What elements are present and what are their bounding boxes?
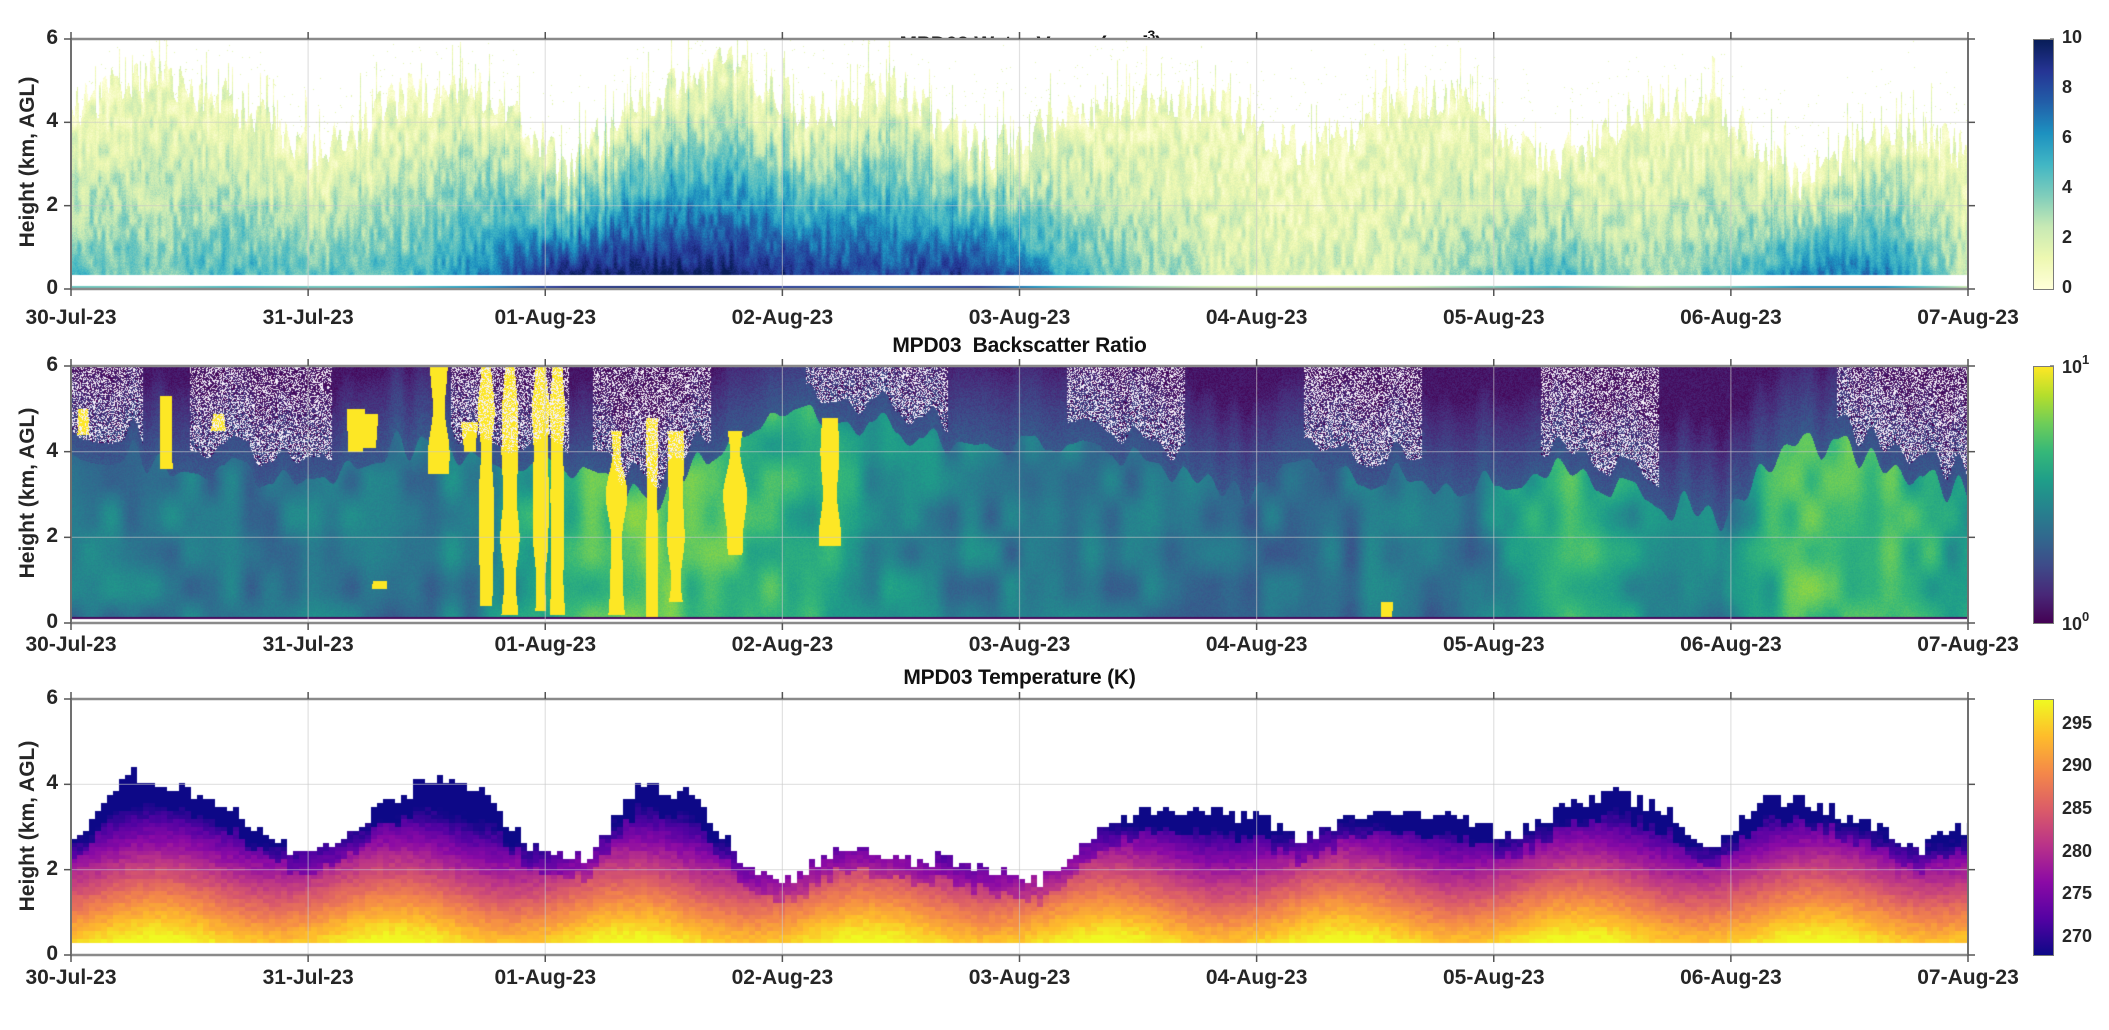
y-tick-label: 6 xyxy=(46,353,58,376)
colorbar-tick-label: 295 xyxy=(2062,712,2093,733)
colorbar-tick-label: 280 xyxy=(2062,840,2093,861)
colorbar-tick-label: 100 xyxy=(2062,609,2090,635)
panel-backscatter-ratio: MPD03 Backscatter Ratio Height (km, AGL)… xyxy=(16,334,2090,656)
y-tick-label: 4 xyxy=(46,771,58,795)
x-tick-label: 05-Aug-23 xyxy=(1442,306,1545,329)
x-tick-label: 31-Jul-23 xyxy=(262,966,354,989)
colorbar-tick-label: 2 xyxy=(2062,227,2073,247)
colorbar-tick-label: 101 xyxy=(2062,352,2090,378)
x-tick-label: 31-Jul-23 xyxy=(262,306,354,329)
chart-title: MPD03 Backscatter Ratio xyxy=(892,334,1147,357)
colorbar-temperature xyxy=(2033,699,2054,956)
y-tick-label: 0 xyxy=(46,610,58,633)
x-tick-label: 07-Aug-23 xyxy=(1917,633,2019,656)
colorbar-tick-label: 270 xyxy=(2062,925,2093,946)
x-tick-label: 02-Aug-23 xyxy=(731,306,834,329)
x-tick-label: 30-Jul-23 xyxy=(25,633,117,656)
colorbar-backscatter-ratio xyxy=(2033,366,2054,624)
colorbar-tick-label: 4 xyxy=(2062,177,2073,197)
y-tick-label: 4 xyxy=(46,438,58,462)
colorbar-tick-label: 0 xyxy=(2062,277,2073,297)
tick-exponent: 1 xyxy=(2082,352,2090,367)
colorbar-tick-label: 275 xyxy=(2062,883,2093,904)
y-tick-label: 6 xyxy=(46,26,58,49)
colorbar-tick-label: 10 xyxy=(2062,27,2083,47)
x-tick-label: 05-Aug-23 xyxy=(1442,966,1545,989)
colorbar-water-vapor xyxy=(2033,39,2054,290)
chart-title: MPD03 Temperature (K) xyxy=(903,666,1136,689)
x-tick-label: 02-Aug-23 xyxy=(731,633,834,656)
y-tick-label: 0 xyxy=(46,942,58,965)
panel-water-vapor: MPD03 Water Vapor (g m-3) Height (km, AG… xyxy=(0,0,2109,330)
x-tick-label: 30-Jul-23 xyxy=(25,306,117,329)
y-tick-label: 4 xyxy=(46,109,58,133)
x-tick-label: 06-Aug-23 xyxy=(1680,306,1782,329)
x-tick-label: 06-Aug-23 xyxy=(1680,633,1782,656)
y-tick-label: 0 xyxy=(46,276,58,299)
x-tick-label: 02-Aug-23 xyxy=(731,966,834,989)
colorbar-tick-label: 8 xyxy=(2062,77,2073,97)
x-tick-label: 30-Jul-23 xyxy=(25,966,117,989)
colorbar-tick-label: 290 xyxy=(2062,755,2093,776)
x-tick-label: 01-Aug-23 xyxy=(494,633,597,656)
y-tick-label: 2 xyxy=(46,524,58,548)
x-tick-label: 03-Aug-23 xyxy=(968,966,1071,989)
x-tick-label: 07-Aug-23 xyxy=(1917,966,2019,989)
colorbar-tick-label: 6 xyxy=(2062,127,2073,147)
x-tick-label: 07-Aug-23 xyxy=(1917,306,2019,329)
y-tick-label: 6 xyxy=(46,686,58,709)
x-tick-label: 03-Aug-23 xyxy=(968,306,1071,329)
x-tick-label: 04-Aug-23 xyxy=(1205,966,1308,989)
x-tick-label: 01-Aug-23 xyxy=(494,966,597,989)
tick-base: 10 xyxy=(2062,357,2083,377)
y-tick-label: 2 xyxy=(46,192,58,216)
tick-base: 10 xyxy=(2062,614,2083,634)
y-axis-label: Height (km, AGL) xyxy=(16,740,39,912)
y-tick-label: 2 xyxy=(46,856,58,880)
axes-water-vapor xyxy=(64,32,2054,296)
x-tick-label: 03-Aug-23 xyxy=(968,633,1071,656)
x-tick-label: 06-Aug-23 xyxy=(1680,966,1782,989)
x-tick-label: 04-Aug-23 xyxy=(1205,633,1308,656)
tick-exponent: 0 xyxy=(2082,609,2090,624)
x-tick-label: 31-Jul-23 xyxy=(262,633,354,656)
x-tick-label: 05-Aug-23 xyxy=(1442,633,1545,656)
x-tick-label: 01-Aug-23 xyxy=(494,306,597,329)
x-tick-label: 04-Aug-23 xyxy=(1205,306,1308,329)
colorbar-tick-label: 285 xyxy=(2062,797,2093,818)
